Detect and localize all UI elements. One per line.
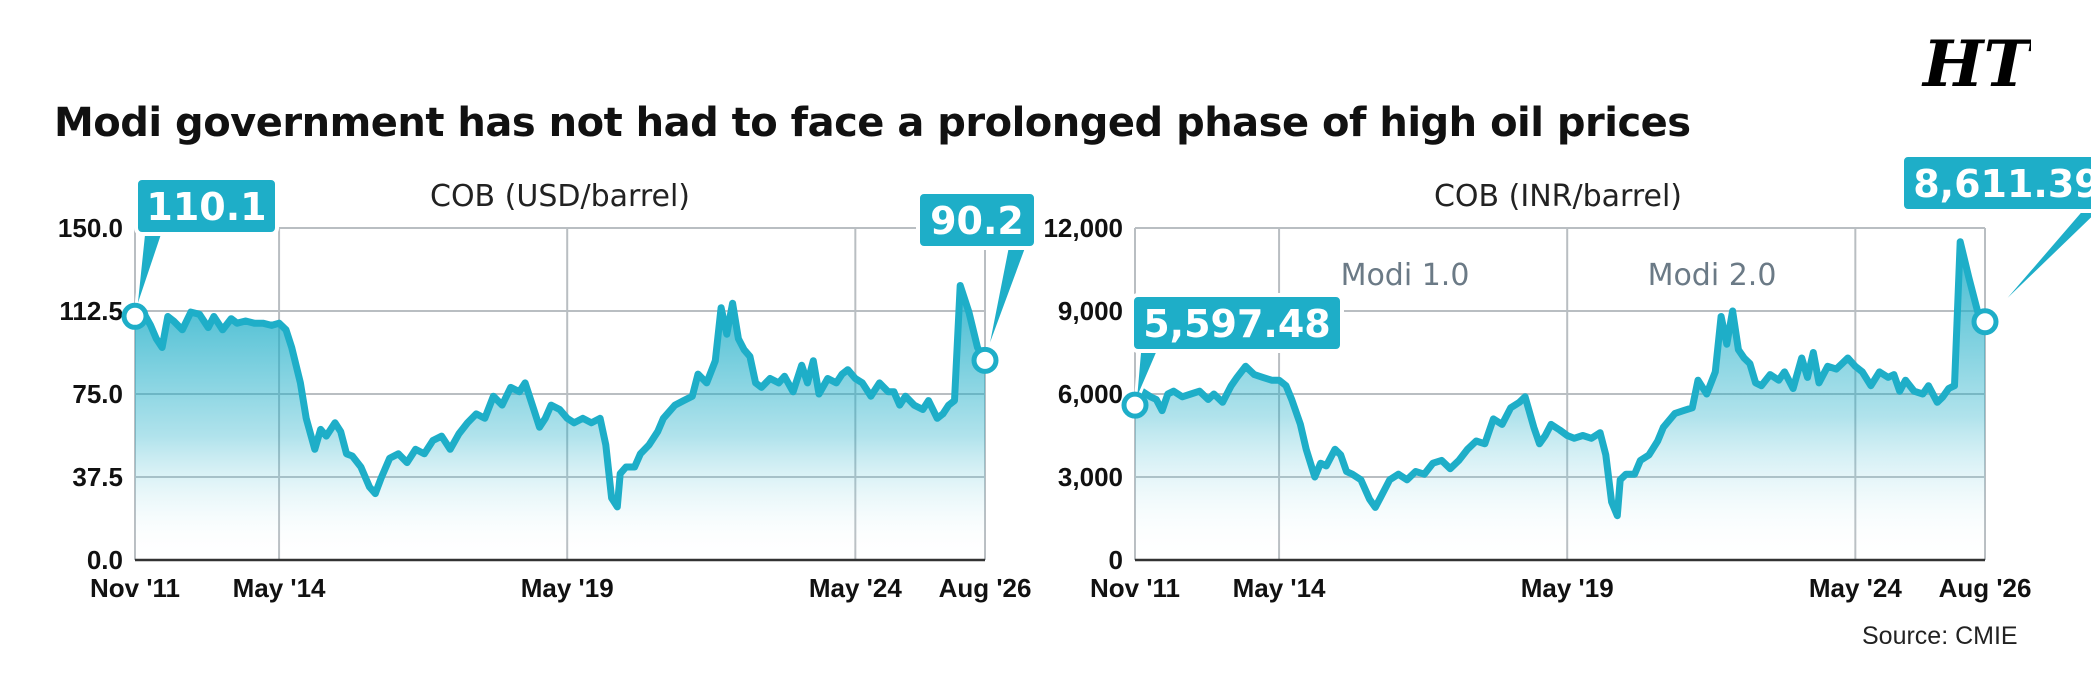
x-tick-label: Aug '26: [939, 573, 1032, 603]
y-tick-label: 0: [1109, 545, 1123, 575]
period-label: Modi 2.0: [1648, 258, 1777, 293]
callout-label: 8,611.39: [1913, 162, 2091, 206]
y-tick-label: 150.0: [58, 213, 123, 243]
y-tick-label: 6,000: [1058, 379, 1123, 409]
ht-logo-mark: HT: [1921, 27, 2035, 102]
source-note: Source: CMIE: [1862, 622, 2018, 650]
usd-price-chart: 0.0 37.5 75.0 112.5 150.0 Nov '11 May '14 May '…: [58, 176, 1038, 603]
chart-title: COB (USD/barrel): [430, 179, 690, 214]
value-callout: 5,597.48: [1121, 293, 1344, 419]
y-tick-label: 75.0: [72, 379, 123, 409]
series-line: [1131, 238, 1989, 520]
callout-label: 90.2: [930, 199, 1024, 243]
callout-marker: [1971, 308, 1999, 336]
y-tick-label: 12,000: [1043, 213, 1123, 243]
y-tick-label: 3,000: [1058, 462, 1123, 492]
callout-label: 110.1: [146, 185, 266, 229]
value-callout: 110.1: [121, 176, 279, 330]
x-tick-label: May '14: [1233, 573, 1326, 603]
callout-marker: [971, 346, 999, 374]
series-line: [131, 282, 989, 511]
chart-title: COB (INR/barrel): [1434, 179, 1682, 214]
value-callout: 90.2: [916, 190, 1038, 374]
x-tick-label: May '24: [1809, 573, 1902, 603]
callout-label: 5,597.48: [1143, 302, 1331, 346]
value-callout: 8,611.39: [1900, 153, 2091, 336]
series-area: [135, 285, 985, 560]
y-tick-label: 0.0: [87, 545, 123, 575]
series-area: [1135, 241, 1985, 561]
y-tick-label: 112.5: [59, 296, 123, 326]
headline: Modi government has not had to face a pr…: [54, 100, 1691, 146]
callout-box: [134, 176, 279, 236]
x-tick-label: Nov '11: [90, 573, 180, 603]
ht-logo-letters: HT: [1921, 28, 2031, 98]
period-label: Modi 1.0: [1341, 258, 1470, 293]
callout-box: [916, 190, 1038, 250]
x-tick-label: May '19: [1521, 573, 1614, 603]
x-tick-label: May '24: [809, 573, 902, 603]
y-tick-label: 37.5: [72, 462, 123, 492]
callout-marker: [121, 302, 149, 330]
x-tick-label: Aug '26: [1939, 573, 2032, 603]
x-tick-label: May '14: [233, 573, 326, 603]
callout-marker: [1121, 391, 1149, 419]
callout-pointer: [1983, 205, 2091, 324]
x-tick-label: Nov '11: [1090, 573, 1180, 603]
y-tick-label: 9,000: [1058, 296, 1123, 326]
x-tick-label: May '19: [521, 573, 614, 603]
ht-logo: HT: [1921, 27, 2035, 103]
callout-box: [1130, 293, 1344, 353]
callout-box: [1900, 153, 2091, 213]
